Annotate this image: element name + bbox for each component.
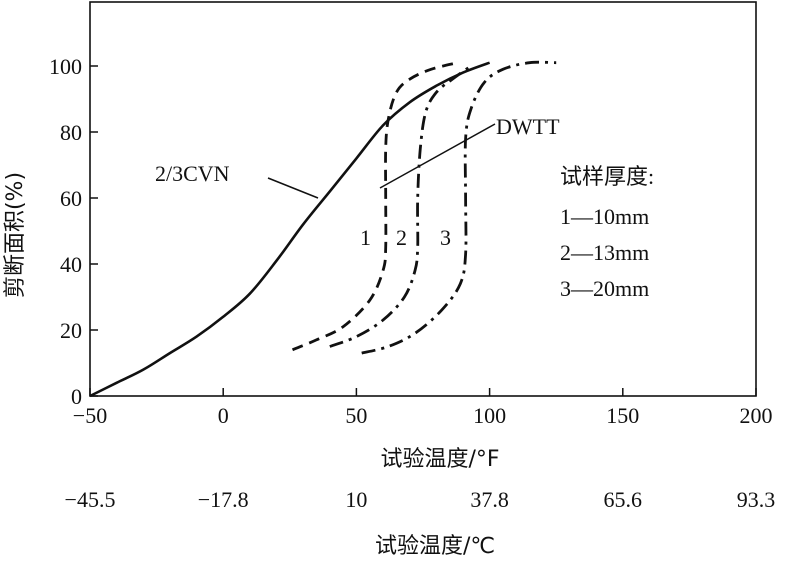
- x-tick-label: 200: [740, 403, 773, 428]
- cvn-label: 2/3CVN: [155, 161, 230, 186]
- legend-entry-2: 2—13mm: [560, 240, 649, 265]
- ticks: −50 0 50 100 150 200−45.5 −17.8 10 37.8 65.6 93.30…: [49, 54, 775, 512]
- curve-label-2: 2: [396, 225, 407, 250]
- secondary-x-tick-label: 93.3: [737, 487, 776, 512]
- secondary-x-axis-title: 试验温度/℃: [375, 534, 495, 559]
- series-line-1: [291, 61, 458, 352]
- legend-entry-3: 3—20mm: [560, 276, 649, 301]
- secondary-x-tick-label: 37.8: [470, 487, 509, 512]
- x-axis-title: 试验温度/°F: [380, 447, 499, 472]
- series-line-2: [329, 64, 472, 348]
- dwtt-label: DWTT: [496, 114, 560, 139]
- legend: 试样厚度: 1—10mm 2—13mm 3—20mm: [560, 164, 654, 301]
- secondary-x-tick-label: −17.8: [198, 487, 249, 512]
- secondary-x-tick-label: −45.5: [65, 487, 116, 512]
- legend-entry-1: 1—10mm: [560, 204, 649, 229]
- secondary-x-tick-label: 10: [345, 487, 367, 512]
- curves: [89, 60, 557, 398]
- legend-title: 试样厚度:: [560, 164, 654, 189]
- x-tick-label: 50: [345, 403, 367, 428]
- y-axis-title: 剪断面积(%): [3, 172, 28, 298]
- y-tick-label: 0: [71, 384, 82, 409]
- x-tick-label: 150: [606, 403, 639, 428]
- x-tick-label: −50: [73, 403, 107, 428]
- y-tick-label: 80: [60, 120, 82, 145]
- x-tick-label: 100: [473, 403, 506, 428]
- secondary-x-tick-label: 65.6: [604, 487, 643, 512]
- y-tick-label: 60: [60, 186, 82, 211]
- x-tick-label: 0: [218, 403, 229, 428]
- plot-frame: [89, 1, 757, 397]
- dwtt-leader-line: [379, 123, 496, 189]
- y-tick-label: 40: [60, 252, 82, 277]
- series-line-3: [361, 60, 557, 355]
- y-tick-label: 100: [49, 54, 82, 79]
- series-line-cvn: [89, 61, 491, 398]
- y-tick-label: 20: [60, 318, 82, 343]
- cvn-leader-line: [267, 177, 319, 199]
- curve-label-3: 3: [440, 225, 451, 250]
- curve-label-1: 1: [360, 225, 371, 250]
